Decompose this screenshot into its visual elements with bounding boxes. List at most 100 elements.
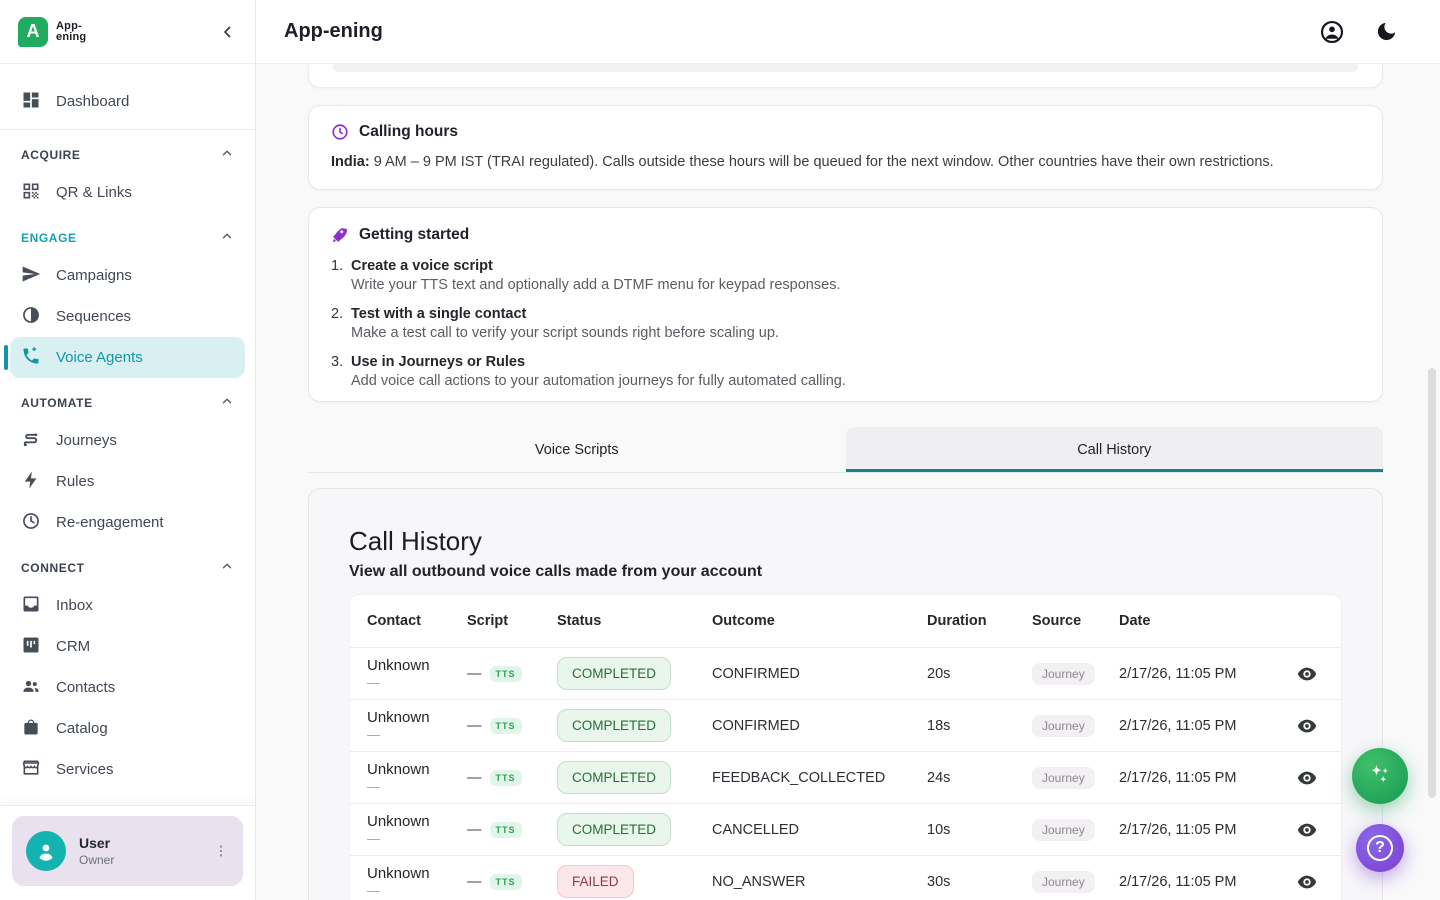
group-label-text: ACQUIRE: [21, 147, 81, 162]
source-pill: Journey: [1032, 766, 1095, 789]
lightning-icon: [21, 470, 41, 494]
call-history-panel: Call History View all outbound voice cal…: [308, 488, 1383, 900]
help-fab[interactable]: ?: [1356, 824, 1404, 872]
dashboard-icon: [21, 90, 41, 114]
sidebar-collapse-icon[interactable]: [219, 23, 237, 41]
contact-sub: —: [367, 883, 380, 898]
contact-name: Unknown: [367, 865, 430, 882]
duration-text: 30s: [927, 873, 951, 890]
tab-bar: Voice Scripts Call History: [308, 427, 1383, 473]
sidebar-item-voice-agents[interactable]: Voice Agents: [4, 337, 245, 378]
sidebar-item-inbox[interactable]: Inbox: [10, 585, 245, 626]
sidebar-item-qr-links[interactable]: QR & Links: [10, 172, 245, 213]
sidebar-item-rules[interactable]: Rules: [10, 461, 245, 502]
sidebar-item-label: Rules: [56, 473, 95, 490]
scrolled-card-fragment: [308, 64, 1383, 88]
getting-started-step: 1. Create a voice script Write your TTS t…: [331, 258, 1360, 293]
tab-call-history[interactable]: Call History: [845, 427, 1383, 472]
outcome-text: NO_ANSWER: [712, 873, 806, 890]
table-row: Unknown — — TTS COMPLETED CONFIRMED 20s Jo…: [350, 647, 1341, 699]
step-desc: Add voice call actions to your automatio…: [351, 373, 846, 389]
user-menu-dots-icon[interactable]: [213, 843, 229, 859]
contact-name: Unknown: [367, 813, 430, 830]
view-call-eye-icon[interactable]: [1296, 819, 1318, 841]
col-contact: Contact: [367, 613, 421, 629]
tts-badge: TTS: [489, 717, 522, 734]
view-call-eye-icon[interactable]: [1296, 767, 1318, 789]
getting-started-step: 3. Use in Journeys or Rules Add voice cal…: [331, 354, 1360, 389]
sidebar-item-re-engagement[interactable]: Re-engagement: [10, 502, 245, 543]
step-desc: Make a test call to verify your script s…: [351, 325, 779, 341]
group-label-text: CONNECT: [21, 560, 85, 575]
brand-name-top: App-: [56, 19, 82, 32]
tab-voice-scripts[interactable]: Voice Scripts: [534, 441, 619, 458]
call-history-subtitle: View all outbound voice calls made from …: [349, 563, 763, 580]
contact-sub: —: [367, 831, 380, 846]
contact-name: Unknown: [367, 657, 430, 674]
view-call-eye-icon[interactable]: [1296, 715, 1318, 737]
sidebar-item-catalog[interactable]: Catalog: [10, 708, 245, 749]
dark-mode-moon-icon[interactable]: [1375, 20, 1398, 43]
send-icon: [21, 264, 41, 288]
phone-icon: [21, 346, 41, 370]
view-call-eye-icon[interactable]: [1296, 871, 1318, 893]
sidebar-item-services[interactable]: Services: [10, 749, 245, 790]
script-dash: —: [467, 821, 482, 838]
sparkles-icon: [1366, 760, 1394, 793]
sidebar-item-label: Contacts: [56, 679, 116, 696]
status-badge: COMPLETED: [557, 761, 672, 794]
vertical-scrollbar-thumb[interactable]: [1428, 368, 1436, 798]
status-badge: FAILED: [557, 865, 634, 898]
brand-logo-letter: A: [26, 21, 40, 41]
outcome-text: CANCELLED: [712, 821, 800, 838]
step-title: Test with a single contact: [351, 306, 527, 322]
sidebar-user-section: User Owner: [0, 805, 255, 900]
sidebar-item-label: Catalog: [56, 720, 108, 737]
sidebar-group-acquire[interactable]: ACQUIRE: [10, 130, 245, 172]
tts-badge: TTS: [489, 873, 522, 890]
tts-badge: TTS: [489, 769, 522, 786]
script-dash: —: [467, 717, 482, 734]
sidebar-item-contacts[interactable]: Contacts: [10, 667, 245, 708]
sidebar-item-label: Sequences: [56, 308, 132, 325]
sidebar-item-sequences[interactable]: Sequences: [10, 296, 245, 337]
calling-hours-card: Calling hours India: 9 AM – 9 PM IST (TR…: [308, 105, 1383, 190]
sidebar-item-journeys[interactable]: Journeys: [10, 420, 245, 461]
content-scroll-area: Calling hours India: 9 AM – 9 PM IST (TR…: [256, 64, 1440, 900]
ai-assistant-fab[interactable]: [1352, 748, 1408, 804]
view-call-eye-icon[interactable]: [1296, 663, 1318, 685]
sidebar-item-campaigns[interactable]: Campaigns: [10, 255, 245, 296]
duration-text: 18s: [927, 717, 951, 734]
contact-name: Unknown: [367, 709, 430, 726]
user-card[interactable]: User Owner: [12, 816, 243, 886]
date-text: 2/17/26, 11:05 PM: [1119, 665, 1237, 682]
calling-hours-title: Calling hours: [359, 123, 459, 140]
sidebar-group-engage[interactable]: ENGAGE: [10, 213, 245, 255]
chevron-up-icon: [220, 229, 234, 246]
sidebar-group-connect[interactable]: CONNECT: [10, 543, 245, 585]
sidebar-item-dashboard[interactable]: Dashboard: [10, 81, 245, 122]
outcome-text: FEEDBACK_COLLECTED: [712, 769, 886, 786]
col-outcome: Outcome: [712, 613, 775, 629]
sidebar-header: A App- ening: [0, 0, 255, 64]
date-text: 2/17/26, 11:05 PM: [1119, 717, 1237, 734]
col-source: Source: [1032, 613, 1082, 629]
step-number: 3.: [331, 354, 344, 370]
getting-started-title: Getting started: [359, 226, 470, 243]
source-pill: Journey: [1032, 662, 1095, 685]
account-icon[interactable]: [1319, 19, 1345, 45]
col-script: Script: [467, 613, 509, 629]
source-pill: Journey: [1032, 714, 1095, 737]
rocket-icon: [331, 226, 349, 244]
brand-logo: A: [18, 16, 48, 47]
sidebar-item-crm[interactable]: CRM: [10, 626, 245, 667]
sidebar-item-appointments[interactable]: Appointments: [10, 790, 245, 800]
scrolled-card-fragment-inner: [333, 64, 1358, 72]
step-title: Use in Journeys or Rules: [351, 354, 526, 370]
getting-started-card: Getting started 1. Create a voice script …: [308, 207, 1383, 402]
sidebar-group-automate[interactable]: AUTOMATE: [10, 378, 245, 420]
step-title: Create a voice script: [351, 258, 493, 274]
outcome-text: CONFIRMED: [712, 665, 800, 682]
sidebar-item-label: Re-engagement: [56, 514, 164, 531]
